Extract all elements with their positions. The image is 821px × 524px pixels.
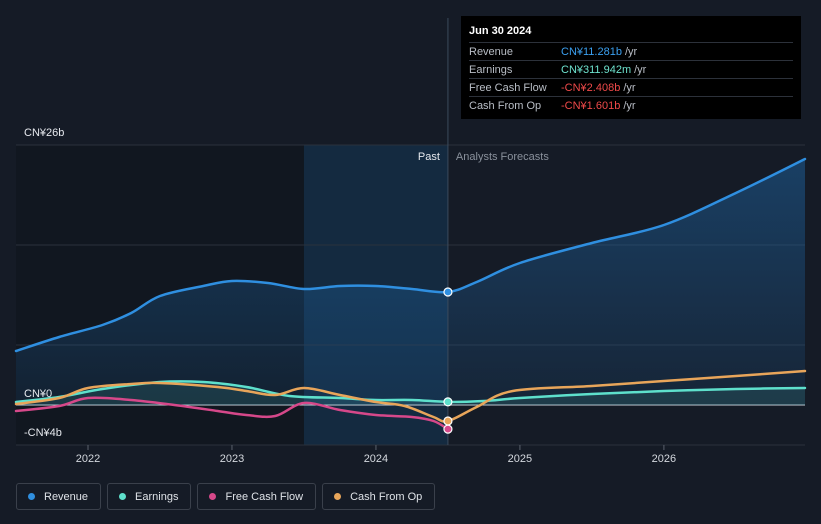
tooltip-row-value: CN¥11.281b	[561, 45, 622, 58]
chart-area: Past Analysts Forecasts CN¥26b CN¥0 -CN¥…	[14, 18, 807, 465]
tooltip-row-revenue: Revenue CN¥11.281b /yr	[469, 42, 793, 60]
revenue-area	[16, 159, 805, 405]
tooltip-row-free-cash-flow: Free Cash Flow -CN¥2.408b /yr	[469, 78, 793, 96]
past-label: Past	[418, 151, 440, 163]
x-axis-ticks: 2022 2023 2024 2025 2026	[76, 445, 676, 465]
tooltip: Jun 30 2024 Revenue CN¥11.281b /yr Earni…	[461, 16, 801, 119]
tooltip-row-unit: /yr	[623, 99, 636, 112]
tooltip-row-unit: /yr	[623, 81, 636, 94]
tooltip-row-name: Revenue	[469, 45, 514, 58]
y-label-bottom: -CN¥4b	[24, 427, 62, 439]
legend-item-revenue[interactable]: Revenue	[16, 483, 102, 510]
y-label-top: CN¥26b	[24, 127, 64, 139]
x-tick-label: 2025	[508, 453, 532, 465]
revenue-line	[14, 157, 807, 353]
legend-label: Free Cash Flow	[225, 490, 304, 503]
tooltip-row-cash-from-op: Cash From Op -CN¥1.601b /yr	[469, 96, 793, 114]
tooltip-row-name: Free Cash Flow	[469, 81, 547, 94]
legend-item-earnings[interactable]: Earnings	[107, 483, 192, 510]
forecast-label: Analysts Forecasts	[456, 151, 549, 163]
tooltip-row-name: Earnings	[469, 63, 513, 76]
revenue-dot-icon	[28, 493, 35, 500]
legend-label: Earnings	[135, 490, 179, 503]
legend-label: Revenue	[44, 490, 89, 503]
earnings-marker	[443, 397, 453, 407]
legend-item-cash-from-op[interactable]: Cash From Op	[322, 483, 436, 510]
tooltip-date: Jun 30 2024	[469, 25, 532, 37]
cash-from-op-line	[14, 369, 807, 423]
free-cash-flow-line	[14, 396, 450, 431]
tooltip-row-unit: /yr	[624, 45, 638, 58]
tooltip-row-unit: /yr	[634, 63, 647, 76]
legend: Revenue Earnings Free Cash Flow Cash Fro…	[16, 483, 436, 510]
series-lines	[14, 157, 807, 431]
x-tick-label: 2024	[364, 453, 388, 465]
cash-from-op-marker	[443, 416, 453, 426]
legend-label: Cash From Op	[350, 490, 423, 503]
series-markers	[443, 287, 453, 434]
cash-from-op-dot-icon	[334, 493, 342, 500]
x-tick-label: 2026	[652, 453, 676, 465]
x-tick-label: 2022	[76, 453, 100, 465]
free-cash-flow-dot-icon	[209, 493, 217, 500]
tooltip-row-value: CN¥311.942m	[561, 63, 632, 76]
y-label-zero: CN¥0	[24, 388, 52, 400]
revenue-marker	[443, 287, 453, 297]
tooltip-row-name: Cash From Op	[469, 99, 542, 112]
tooltip-row-earnings: Earnings CN¥311.942m /yr	[469, 60, 793, 78]
x-tick-label: 2023	[220, 453, 244, 465]
tooltip-row-value: -CN¥1.601b	[561, 99, 621, 112]
legend-item-free-cash-flow[interactable]: Free Cash Flow	[197, 483, 317, 510]
tooltip-row-value: -CN¥2.408b	[561, 81, 621, 94]
earnings-dot-icon	[119, 493, 127, 500]
free-cash-flow-marker	[443, 424, 453, 434]
